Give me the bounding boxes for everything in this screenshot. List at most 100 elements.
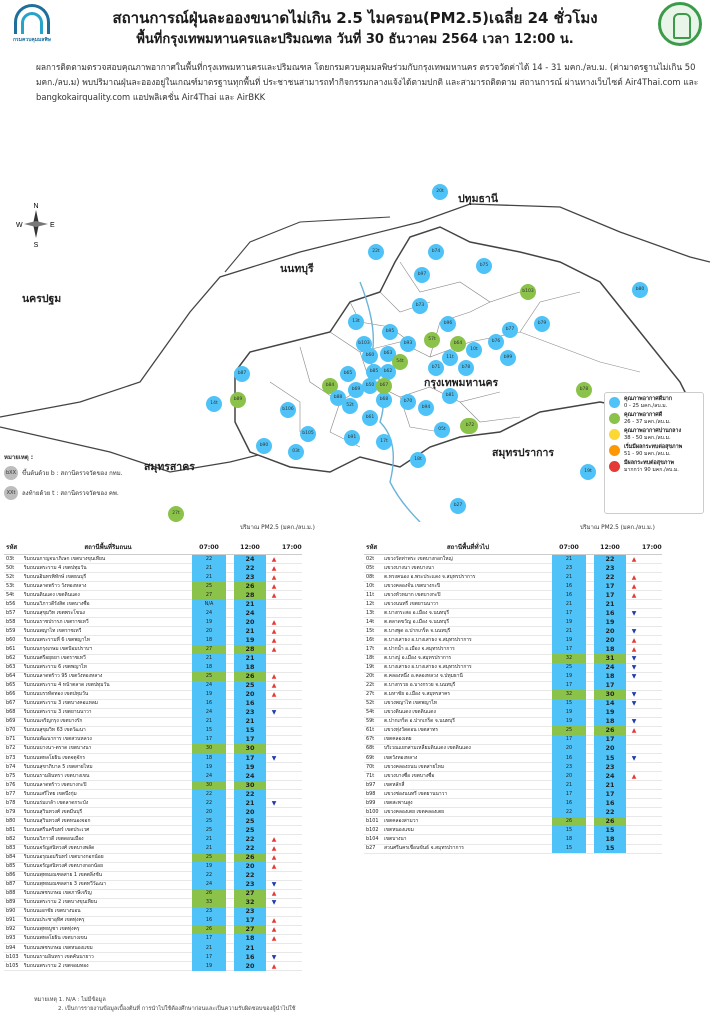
table-row: b58 ริมถนนราชปรารภ เขตราชเทวี 19 20 ▲ — [4, 617, 302, 628]
station-name: ต.มหาชัย อ.เมือง จ.สมุทรสาคร — [384, 691, 451, 698]
station-code: b77 — [6, 790, 16, 797]
value-1200: 24 — [594, 663, 626, 673]
value-0700: 24 — [192, 681, 226, 691]
station-code: 52t — [6, 573, 15, 580]
station-marker: b27 — [450, 498, 466, 514]
station-marker: b72 — [462, 418, 478, 434]
table-row: b82 ริมถนนวิภาวดี เขตดอนเมือง 21 22 ▲ — [4, 834, 302, 845]
value-1200: 22 — [234, 871, 266, 881]
col-name: สถานีพื้นที่ทั่วไป — [446, 544, 490, 551]
table-row: b100 แขวงคลองเตย เขตคลองเตย 22 22 — [364, 807, 662, 818]
value-1200: 21 — [594, 780, 626, 790]
station-code: b86 — [6, 872, 16, 879]
trend-down-icon: ▼ — [631, 627, 637, 635]
table-row: 10t แขวงคลองจั่น เขตบางกะปิ 16 17 ▲ — [364, 581, 662, 592]
station-name: ริมถนนเสรีไทย เขตบึงกุ่ม — [24, 790, 77, 797]
table-row: b101 เขตคลองสามวา 26 26 — [364, 816, 662, 827]
station-name: ริมถนนพระราม 3 เขตบางคอแหลม — [24, 700, 99, 707]
station-name: ต.บางกระสอ อ.เมือง จ.นนทบุรี — [384, 609, 449, 616]
station-name: ริมถนนพระราม 2 เขตบางขุนเทียน — [24, 899, 98, 906]
station-code: 05t — [366, 564, 375, 571]
station-name: ริมถนนกาญจนาภิเษก เขตบางขุนเทียน — [24, 555, 106, 562]
compass-e: E — [50, 222, 55, 229]
trend-down-icon: ▼ — [271, 709, 277, 717]
table-row: b102 เขตหนองแขม 15 15 — [364, 825, 662, 836]
value-1200: 17 — [594, 789, 626, 799]
station-name: ริมถนนสุขาภิบาล 5 เขตสายไหม — [24, 763, 93, 770]
station-code: b85 — [6, 863, 16, 870]
station-name: แขวงคลองเตย เขตคลองเตย — [384, 808, 444, 815]
table-row: 13t ต.บางกระสอ อ.เมือง จ.นนทบุรี 17 16 ▼ — [364, 608, 662, 619]
value-1200: 26 — [234, 581, 266, 591]
station-name: ริมถนนลาดพร้าว เขตบางกะปิ — [24, 781, 87, 788]
value-1200: 21 — [234, 943, 266, 953]
station-code: 08t — [366, 573, 375, 580]
trend-up-icon: ▲ — [271, 854, 277, 862]
table-row: 54t ริมถนนดินแดง เขตดินแดง 27 28 ▲ — [4, 590, 302, 601]
value-1200: 18 — [234, 934, 266, 944]
table-unit-right: ปริมาณ PM2.5 (มคก./ลบ.ม.) — [580, 525, 655, 531]
value-0700: 18 — [192, 663, 226, 673]
province-label: กรุงเทพมหานคร — [424, 377, 499, 389]
value-0700: 25 — [552, 726, 586, 736]
station-code: 69t — [366, 754, 375, 761]
trend-up-icon: ▲ — [271, 835, 277, 843]
table-row: b80 ริมถนนสุวินทวงศ์ เขตหนองจอก 25 25 — [4, 816, 302, 827]
legend-item: คุณภาพอากาศดี 26 - 37 มคก./ลบ.ม. — [609, 412, 699, 425]
value-1200: 28 — [234, 644, 266, 655]
station-code: b87 — [6, 881, 16, 888]
value-0700: 19 — [552, 617, 586, 627]
value-0700: 18 — [192, 753, 226, 763]
station-marker: b75 — [476, 258, 492, 274]
station-name: ริมถนนรามอินทรา เขตบางเขน — [24, 772, 90, 779]
table-row: 19t ต.บางเสาธง อ.บางเสาธง จ.สมุทรปราการ 25… — [364, 663, 662, 673]
legend-color-icon — [609, 445, 620, 456]
table-row: 67t เขตคลองเตย 17 17 — [364, 735, 662, 745]
value-1200: 22 — [234, 789, 266, 799]
trend-up-icon: ▲ — [271, 645, 277, 653]
value-1200: 25 — [234, 681, 266, 691]
value-0700: 19 — [192, 617, 226, 627]
value-1200: 22 — [234, 563, 266, 573]
value-1200: 22 — [594, 554, 626, 564]
station-name: แขวงนนทรี เขตยานนาวา — [384, 600, 439, 607]
trend-down-icon: ▼ — [631, 609, 637, 617]
pcd-logo: กรมควบคุมมลพิษ — [6, 4, 58, 50]
value-0700: 20 — [192, 626, 226, 636]
station-code: b78 — [6, 799, 16, 806]
trend-up-icon: ▲ — [271, 618, 277, 626]
value-1200: 22 — [234, 834, 266, 845]
station-code: b71 — [6, 736, 16, 743]
station-name: ต.บางพูด อ.ปากเกร็ด จ.นนทบุรี — [384, 627, 451, 634]
value-1200: 23 — [234, 880, 266, 890]
station-code: 16t — [366, 636, 375, 643]
value-0700: 15 — [552, 844, 586, 854]
table-row: b91 ริมถนนประชาอุทิศ เขตทุ่งครุ 16 17 ▲ — [4, 916, 302, 926]
value-1200: 30 — [594, 690, 626, 700]
station-name: แขวงบางนา เขตบางนา — [384, 564, 435, 571]
value-1200: 18 — [594, 644, 626, 655]
station-marker: b78 — [458, 360, 474, 376]
table-row: b85 ริมถนนจรัญสนิทวงศ์ เขตบางกอกน้อย 19 20 ▲ — [4, 862, 302, 872]
value-1200: 25 — [234, 816, 266, 826]
station-code: b93 — [6, 935, 16, 942]
table-row: b84 ริมถนนอรุณอมรินทร์ เขตบางกอกน้อย 25 26 ▲ — [4, 853, 302, 863]
value-0700: 26 — [192, 889, 226, 899]
value-0700: 19 — [552, 635, 586, 645]
station-marker: b87 — [234, 366, 250, 382]
station-name: แขวงดินแดง เขตดินแดง — [384, 709, 436, 716]
trend-down-icon: ▼ — [271, 899, 277, 907]
value-0700: 23 — [552, 563, 586, 573]
station-name: ริมถนนราชปรารภ เขตราชเทวี — [24, 618, 89, 625]
value-0700: 16 — [552, 581, 586, 591]
trend-up-icon: ▲ — [271, 962, 277, 970]
table-row: b72 ริมถนนบางนา-ตราด เขตบางนา 30 30 — [4, 744, 302, 755]
station-code: b99 — [366, 799, 376, 806]
table-row: 59t ต.ปากเกร็ด อ.ปากเกร็ด จ.นนทบุรี 19 18 ▼ — [364, 717, 662, 727]
station-name: สวนศรีนครเขื่อนขันธ์ จ.สมุทรปราการ — [384, 845, 464, 851]
station-code: 27t — [366, 691, 375, 698]
value-1200: 22 — [594, 807, 626, 817]
table-row: b79 ริมถนนสุวินทวงศ์ เขตมีนบุรี 20 20 — [4, 807, 302, 818]
legend-title: คุณภาพอากาศปานกลาง — [624, 428, 682, 434]
value-1200: 20 — [594, 626, 626, 636]
